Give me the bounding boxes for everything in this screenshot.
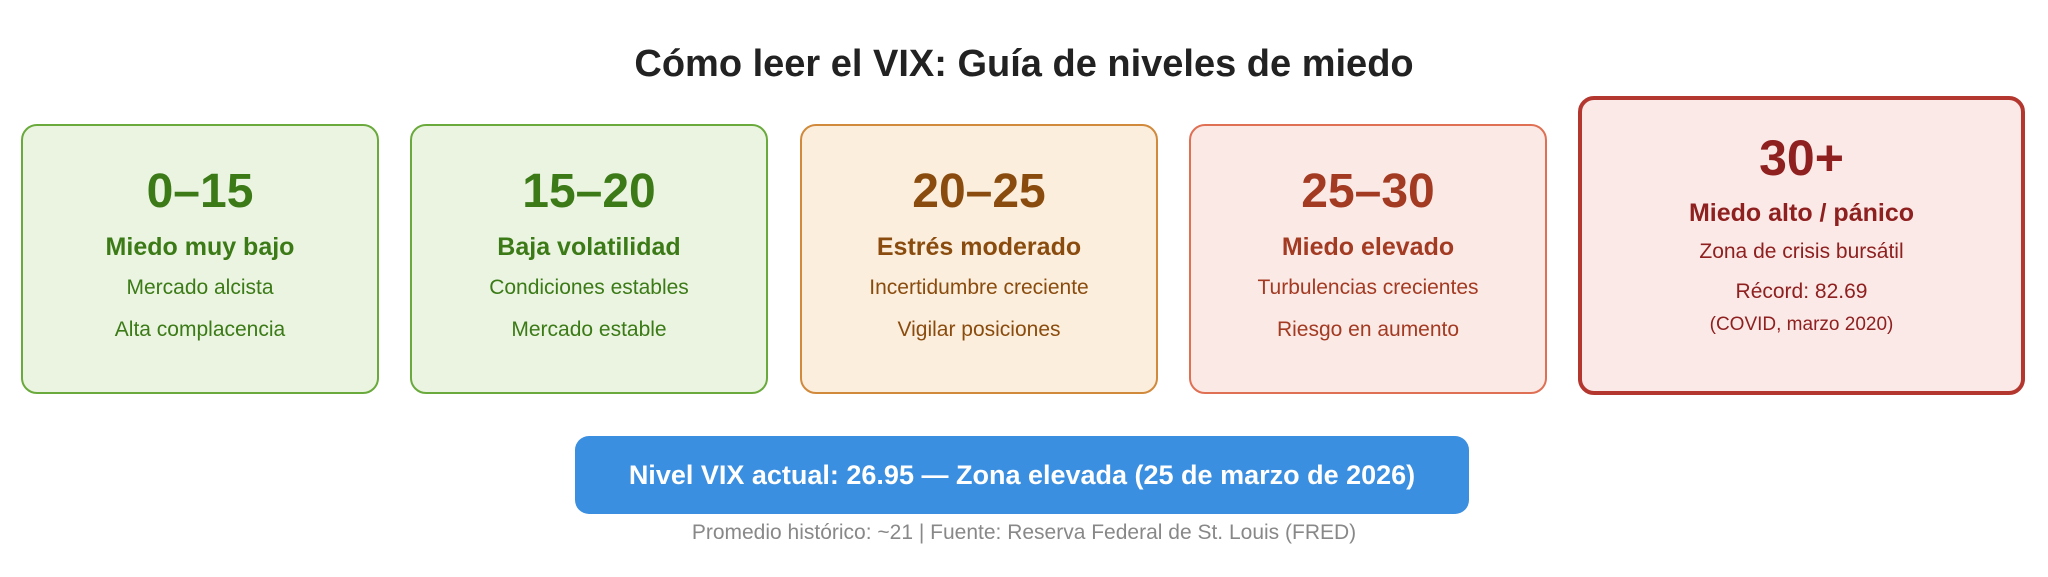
level-label: Miedo alto / pánico xyxy=(1688,199,1914,227)
record-note: (COVID, marzo 2020) xyxy=(1709,314,1894,335)
vix-card-low-volatility: 15–20 Baja volatilidad Condiciones estab… xyxy=(410,124,768,394)
description-line: Vigilar posiciones xyxy=(897,318,1061,341)
range-label: 30+ xyxy=(1759,130,1844,186)
level-label: Estrés moderado xyxy=(876,233,1082,261)
level-label: Miedo muy bajo xyxy=(105,233,295,261)
vix-card-very-low-fear: 0–15 Miedo muy bajo Mercado alcista Alta… xyxy=(21,124,379,394)
range-label: 20–25 xyxy=(912,165,1046,218)
description-line: Alta complacencia xyxy=(114,318,286,341)
level-label: Baja volatilidad xyxy=(497,233,681,261)
vix-card-elevated-fear: 25–30 Miedo elevado Turbulencias crecien… xyxy=(1189,124,1547,394)
range-label: 0–15 xyxy=(146,165,254,218)
vix-card-moderate-stress: 20–25 Estrés moderado Incertidumbre crec… xyxy=(800,124,1158,394)
description-line: Condiciones estables xyxy=(489,276,689,299)
page-title: Cómo leer el VIX: Guía de niveles de mie… xyxy=(634,43,1414,85)
description-line: Turbulencias crecientes xyxy=(1257,276,1479,299)
source-footnote: Promedio histórico: ~21 | Fuente: Reserv… xyxy=(691,521,1357,544)
range-label: 25–30 xyxy=(1301,165,1435,218)
vix-card-panic: 30+ Miedo alto / pánico Zona de crisis b… xyxy=(1578,96,2025,395)
range-label: 15–20 xyxy=(522,165,656,218)
description-line: Mercado alcista xyxy=(126,276,274,299)
level-label: Miedo elevado xyxy=(1281,233,1455,261)
description-line: Zona de crisis bursátil xyxy=(1699,240,1904,263)
description-line: Mercado estable xyxy=(511,318,667,341)
description-line: Riesgo en aumento xyxy=(1276,318,1460,341)
description-line: Incertidumbre creciente xyxy=(869,276,1089,299)
current-vix-banner: Nivel VIX actual: 26.95 — Zona elevada (… xyxy=(575,436,1469,514)
description-line: Récord: 82.69 xyxy=(1735,280,1868,303)
